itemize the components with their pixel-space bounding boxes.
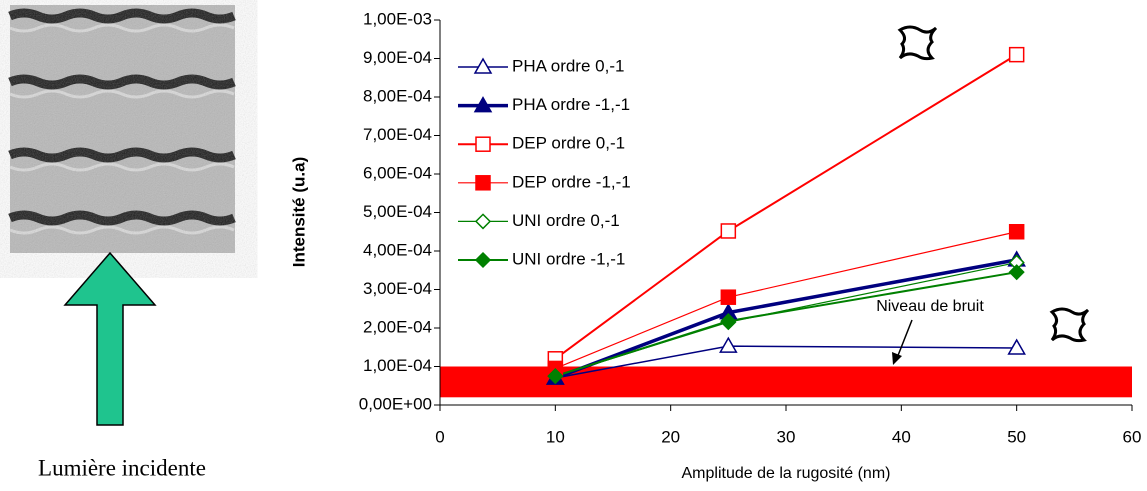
x-tick-label: 40: [892, 427, 911, 446]
noise-arrow-head: [892, 352, 902, 365]
marker: [720, 289, 737, 305]
noise-band: [440, 366, 1132, 398]
x-tick-label: 50: [1007, 427, 1026, 446]
noise-arrow: [896, 319, 913, 359]
y-tick-label: 5,00E-04: [363, 202, 432, 221]
legend-marker: [473, 96, 493, 113]
y-tick-label: 6,00E-04: [363, 163, 432, 182]
x-tick-label: 0: [435, 427, 444, 446]
y-tick-label: 4,00E-04: [363, 240, 432, 259]
legend-marker: [474, 213, 492, 230]
y-tick-label: 8,00E-04: [363, 86, 432, 105]
legend-label: DEP ordre -1,-1: [512, 172, 631, 191]
y-tick-label: 3,00E-04: [363, 279, 432, 298]
y-tick-label: 7,00E-04: [363, 125, 432, 144]
series-line: [554, 258, 1017, 380]
y-tick-label: 1,00E-03: [363, 9, 432, 28]
y-tick-label: 9,00E-04: [363, 48, 432, 67]
legend-label: DEP ordre 0,-1: [512, 134, 625, 153]
rough-surface-icon: [1049, 307, 1090, 343]
x-tick-label: 30: [777, 427, 796, 446]
x-tick-label: 60: [1123, 427, 1142, 446]
y-tick-label: 1,00E-04: [363, 356, 432, 375]
marker: [720, 313, 737, 330]
legend-marker: [475, 136, 491, 152]
legend-label: PHA ordre 0,-1: [512, 56, 624, 75]
series-line: [555, 271, 1017, 378]
legend-marker: [474, 251, 492, 269]
x-axis-label: Amplitude de la rugosité (nm): [682, 465, 891, 482]
marker: [719, 336, 738, 353]
incident-arrow: [63, 251, 157, 426]
rough-surface-icon: [897, 25, 938, 61]
legend-marker: [475, 175, 491, 191]
marker: [1007, 338, 1026, 355]
x-tick-label: 20: [661, 427, 680, 446]
marker: [547, 368, 564, 385]
marker: [1008, 264, 1025, 281]
legend-label: UNI ordre -1,-1: [512, 249, 625, 268]
marker: [1008, 46, 1025, 63]
legend-label: UNI ordre 0,-1: [512, 211, 620, 230]
series-line: [555, 261, 1017, 377]
y-tick-label: 2,00E-04: [363, 317, 432, 336]
noise-label: Niveau de bruit: [876, 298, 984, 315]
x-tick-label: 10: [546, 427, 565, 446]
plot: 0,00E+00 1,00E-04 2,00E-04 3,00E-04 4,00E-04…: [359, 9, 1142, 446]
legend-marker: [473, 57, 493, 74]
y-tick-label: 0,00E+00: [359, 394, 432, 413]
marker: [720, 223, 737, 239]
y-axis-label: Intensité (u.a): [289, 157, 308, 268]
caption: Lumière incidente: [38, 455, 206, 480]
sample-image: [8, 5, 236, 253]
legend-label: PHA ordre -1,-1: [512, 95, 630, 114]
marker: [1008, 224, 1025, 240]
